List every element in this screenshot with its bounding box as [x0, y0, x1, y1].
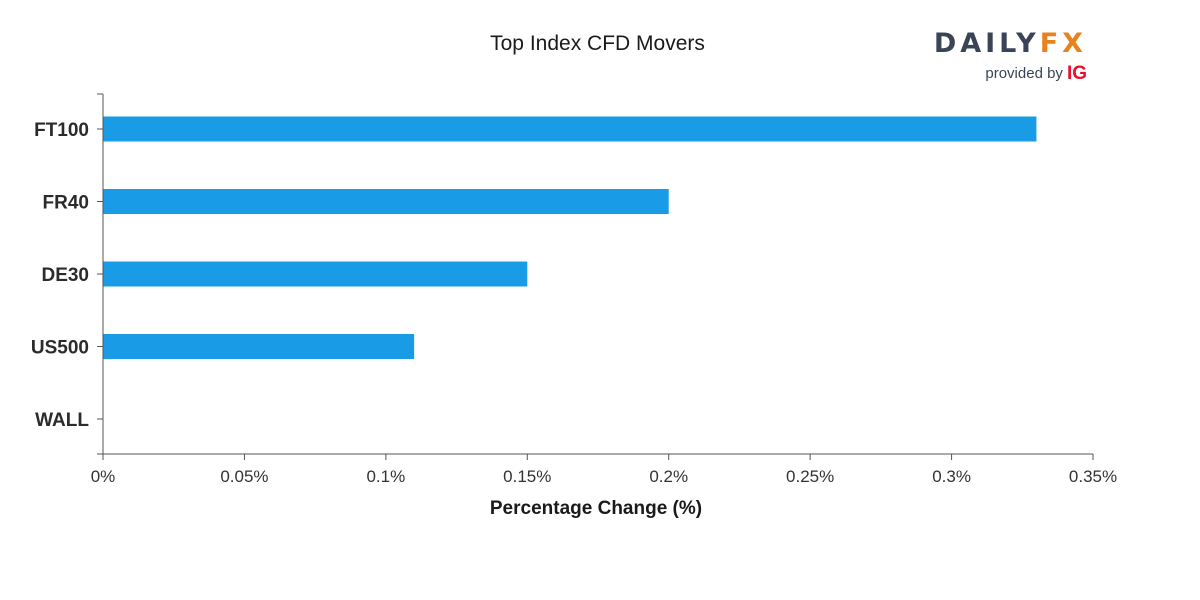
bars-layer	[103, 116, 1037, 359]
bar-de30	[103, 261, 528, 287]
bar-us500	[103, 334, 415, 359]
y-tick-label-de30: DE30	[41, 265, 89, 286]
brand-provided-by: provided by IG	[985, 63, 1087, 85]
y-tick-label-ft100: FT100	[34, 120, 89, 141]
x-tick-label: 0.1%	[366, 467, 405, 486]
brand-wordmark-fx: FX	[1039, 28, 1087, 59]
x-tick-label: 0.05%	[220, 467, 268, 486]
x-tick-label: 0.35%	[1069, 467, 1117, 486]
x-axis-title: Percentage Change (%)	[490, 498, 702, 519]
provided-by-text: provided by	[985, 65, 1063, 82]
x-tick-label: 0%	[91, 467, 116, 486]
ig-logo: IG	[1066, 63, 1087, 84]
chart-title: Top Index CFD Movers	[490, 32, 705, 55]
brand-wordmark-daily: DAILY	[933, 28, 1040, 59]
bar-ft100	[103, 116, 1037, 142]
x-tick-label: 0.25%	[786, 467, 834, 486]
bar-fr40	[103, 189, 669, 214]
x-tick-label: 0.3%	[932, 467, 971, 486]
y-tick-label-wall: WALL	[35, 410, 89, 431]
x-tick-label: 0.2%	[649, 467, 688, 486]
brand-wordmark: DAILYFX	[934, 28, 1087, 59]
axes-layer: FT100 FR40 DE30 US500 WALL 0% 0.05% 0.1% 0.15% 0.…	[31, 93, 1117, 486]
y-tick-label-fr40: FR40	[43, 193, 89, 214]
dailyfx-logo[interactable]: DAILYFX provided by IG	[905, 28, 1087, 88]
x-tick-label: 0.15%	[503, 467, 551, 486]
y-tick-label-us500: US500	[31, 338, 89, 359]
